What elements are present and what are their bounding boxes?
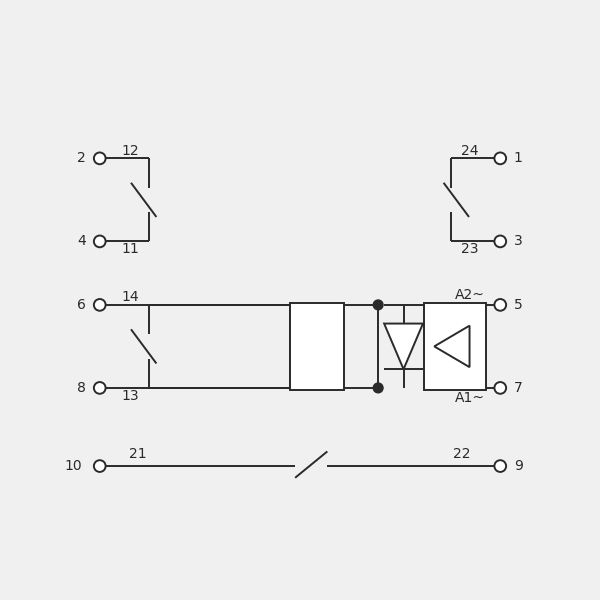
Text: A2~: A2~: [455, 288, 485, 302]
Circle shape: [94, 152, 106, 164]
Circle shape: [494, 299, 506, 311]
Text: 13: 13: [121, 389, 139, 403]
Text: 22: 22: [454, 448, 471, 461]
Text: 6: 6: [77, 298, 86, 312]
Text: 8: 8: [77, 381, 86, 395]
Text: 9: 9: [514, 459, 523, 473]
Bar: [290, 303, 344, 390]
Circle shape: [94, 236, 106, 247]
Bar: [424, 303, 485, 390]
Text: 14: 14: [121, 290, 139, 304]
Text: 2: 2: [77, 151, 86, 166]
Text: 5: 5: [514, 298, 523, 312]
Circle shape: [494, 460, 506, 472]
Circle shape: [494, 236, 506, 247]
Circle shape: [494, 382, 506, 394]
Text: 3: 3: [514, 235, 523, 248]
Text: 11: 11: [121, 242, 139, 256]
Circle shape: [373, 300, 383, 310]
Polygon shape: [434, 326, 470, 367]
Text: 21: 21: [129, 448, 146, 461]
Text: 24: 24: [461, 143, 479, 158]
Text: 7: 7: [514, 381, 523, 395]
Text: 10: 10: [65, 459, 82, 473]
Circle shape: [373, 383, 383, 393]
Circle shape: [94, 382, 106, 394]
Circle shape: [494, 152, 506, 164]
Polygon shape: [384, 323, 423, 369]
Circle shape: [94, 460, 106, 472]
Text: 23: 23: [461, 242, 479, 256]
Text: A1~: A1~: [455, 391, 485, 404]
Text: 1: 1: [514, 151, 523, 166]
Text: 12: 12: [121, 143, 139, 158]
Circle shape: [94, 299, 106, 311]
Text: 4: 4: [77, 235, 86, 248]
